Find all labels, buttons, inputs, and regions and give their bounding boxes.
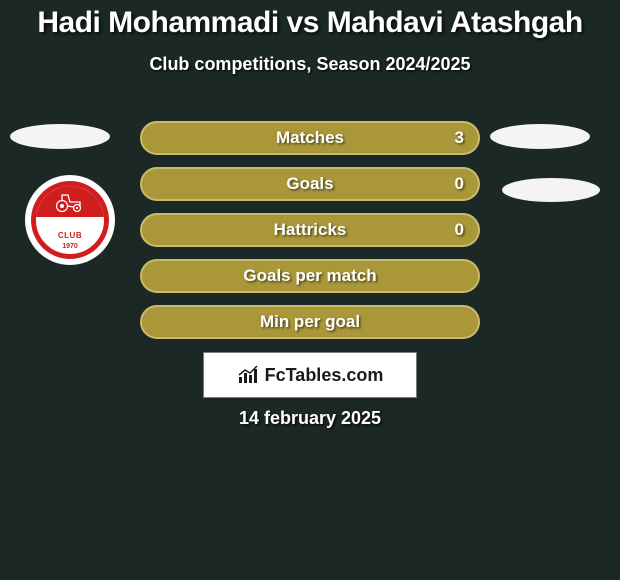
stat-label: Hattricks bbox=[142, 220, 478, 240]
comparison-title: Hadi Mohammadi vs Mahdavi Atashgah bbox=[0, 0, 620, 40]
logo-text: FcTables.com bbox=[265, 365, 384, 386]
stat-bar: Matches3 bbox=[140, 121, 480, 155]
stat-value: 0 bbox=[455, 220, 464, 240]
stat-bar: Goals per match bbox=[140, 259, 480, 293]
badge-club-text: CLUB bbox=[36, 231, 104, 240]
club-badge: CLUB 1970 bbox=[25, 175, 115, 265]
snapshot-date: 14 february 2025 bbox=[0, 408, 620, 429]
logo-box: FcTables.com bbox=[203, 352, 417, 398]
stat-bar: Min per goal bbox=[140, 305, 480, 339]
stat-bar: Goals0 bbox=[140, 167, 480, 201]
placeholder-oval bbox=[490, 124, 590, 149]
stat-label: Matches bbox=[142, 128, 478, 148]
stat-label: Goals bbox=[142, 174, 478, 194]
stat-value: 3 bbox=[455, 128, 464, 148]
placeholder-oval bbox=[10, 124, 110, 149]
stat-label: Min per goal bbox=[142, 312, 478, 332]
stat-label: Goals per match bbox=[142, 266, 478, 286]
badge-year-text: 1970 bbox=[36, 243, 104, 250]
stat-bars-container: Matches3Goals0Hattricks0Goals per matchM… bbox=[140, 121, 480, 351]
tractor-icon bbox=[54, 194, 84, 212]
stat-bar: Hattricks0 bbox=[140, 213, 480, 247]
stat-value: 0 bbox=[455, 174, 464, 194]
comparison-subtitle: Club competitions, Season 2024/2025 bbox=[0, 54, 620, 75]
placeholder-oval bbox=[502, 178, 600, 202]
barchart-icon bbox=[237, 365, 261, 385]
